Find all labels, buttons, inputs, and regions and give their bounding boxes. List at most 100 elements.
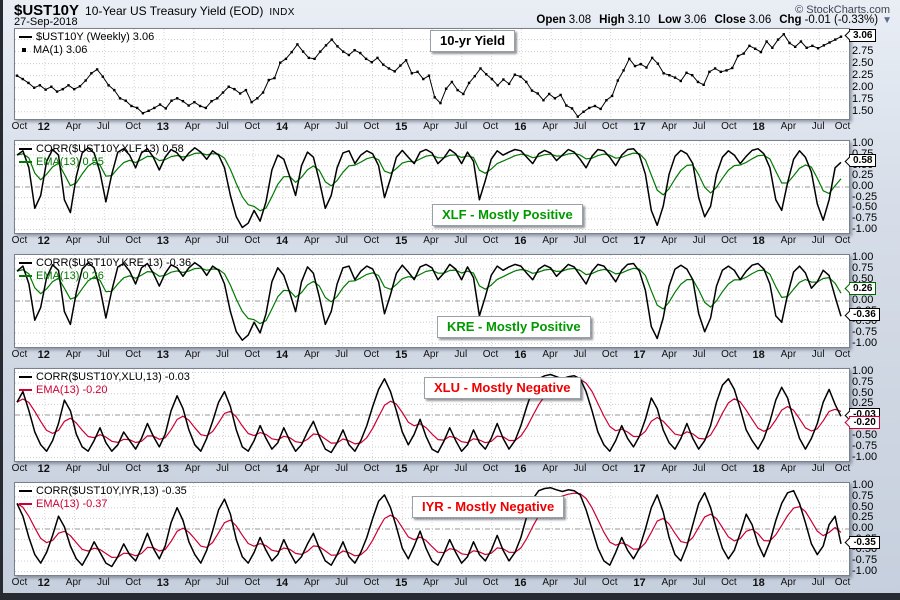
y-axis-label: -0.75: [852, 325, 878, 338]
low-label: Low: [658, 14, 682, 26]
x-axis-tick-label: Apr: [423, 121, 439, 132]
x-axis-tick-label: Apr: [542, 235, 558, 246]
legend-xlf: CORR($UST10Y,XLF,13) 0.58 EMA(13) 0.55: [19, 142, 184, 168]
line-swatch-icon: [19, 489, 32, 492]
bottom-edge-bar: [0, 593, 900, 600]
x-axis-tick-label: Oct: [482, 463, 499, 474]
x-axis-tick-label: 16: [514, 577, 527, 589]
y-axis-label: 0.25: [852, 397, 874, 410]
y-axis-label: 2.75: [852, 44, 874, 57]
legend-item: EMA(13) 0.55: [19, 155, 184, 168]
x-axis-tick-label: Apr: [65, 121, 82, 132]
x-axis-tick-label: 15: [395, 577, 408, 589]
x-axis-tick-label: Jul: [96, 463, 110, 474]
x-axis-tick-label: Jul: [692, 235, 706, 246]
x-axis-tick-label: Oct: [363, 121, 380, 132]
x-axis-tick-label: Jul: [216, 121, 229, 132]
chart-date: 27-Sep-2018: [14, 16, 78, 28]
x-axis-tick-label: Jul: [335, 463, 349, 474]
x-axis-tick-label: Apr: [661, 121, 678, 132]
x-axis-tick-label: Oct: [601, 121, 618, 132]
annotation-kre: KRE - Mostly Positive: [437, 316, 591, 338]
y-axis-label: 1.75: [852, 92, 874, 105]
x-axis-tick-label: Oct: [601, 577, 618, 588]
y-axis-label: 0.75: [852, 376, 874, 389]
x-axis-tick-label: Apr: [184, 235, 201, 246]
x-axis-tick-label: Oct: [11, 235, 28, 246]
x-axis-tick-label: Apr: [542, 121, 558, 132]
quote-bar: Open 3.08 High 3.10 Low 3.06 Close 3.06 Chg -0.01…: [528, 14, 892, 26]
x-axis-tick-label: 12: [37, 121, 50, 133]
y-axis-label: -1.00: [852, 222, 878, 235]
x-axis-tick-label: Apr: [423, 349, 439, 360]
line-swatch-icon: [19, 35, 32, 38]
legend-label: EMA(13) -0.20: [36, 383, 108, 396]
x-axis-tick-label: Jul: [335, 577, 349, 588]
y-axis-label: -1.00: [852, 564, 878, 577]
x-axis-tick-label: Oct: [125, 349, 141, 360]
x-axis-tick-label: 13: [156, 577, 170, 589]
x-axis-tick-label: Oct: [363, 349, 380, 360]
copyright-label: © StockCharts.com: [795, 4, 890, 16]
open-value: 3.08: [568, 14, 592, 26]
y-axis-label: 1.00: [852, 479, 874, 492]
x-axis-tick-label: 15: [395, 121, 408, 133]
x-axis-tick-label: Oct: [721, 349, 737, 360]
x-axis-tick-label: Jul: [454, 235, 468, 246]
legend-item: CORR($UST10Y,KRE,13) -0.36: [19, 256, 191, 269]
chart-header: $UST10Y 10-Year US Treasury Yield (EOD) …: [14, 2, 295, 19]
x-axis-tick-label: Apr: [423, 463, 439, 474]
close-value: 3.06: [748, 14, 772, 26]
chart-canvas-kre: [15, 255, 849, 347]
y-axis-label: 0.00: [852, 522, 874, 534]
high-label: High: [599, 14, 625, 26]
x-axis-tick-label: Jul: [335, 121, 349, 132]
x-axis-tick-label: 15: [395, 463, 408, 475]
x-axis-tick-label: Apr: [423, 235, 439, 246]
open-label: Open: [536, 14, 566, 26]
x-axis-tick-label: 18: [752, 235, 765, 247]
x-axis-tick-label: Jul: [96, 235, 110, 246]
y-axis-label: 2.50: [852, 56, 874, 69]
x-axis-tick-label: Apr: [542, 463, 558, 474]
x-axis-tick-label: Apr: [780, 577, 797, 588]
x-axis-tick-label: Oct: [834, 121, 851, 132]
line-swatch-icon: [19, 147, 32, 150]
x-axis-tick-label: Jul: [454, 349, 468, 360]
x-axis-tick-label: 12: [37, 463, 50, 475]
y-axis-label: -1.00: [852, 336, 878, 349]
x-axis-tick-label: Apr: [304, 121, 320, 132]
x-axis-tick-label: 14: [275, 121, 289, 133]
y-axis-label: -0.75: [852, 553, 878, 566]
x-axis-tick-label: 13: [156, 349, 170, 361]
value-box: 3.06: [844, 28, 877, 42]
value-box: -0.20: [844, 415, 880, 429]
y-axis-label: 0.00: [852, 180, 874, 192]
x-axis-tick-label: Oct: [834, 235, 851, 246]
x-axis-tick-label: Apr: [661, 349, 678, 360]
legend-label: $UST10Y (Weekly) 3.06: [36, 30, 155, 43]
legend-label: CORR($UST10Y,KRE,13) -0.36: [36, 256, 192, 269]
x-axis-tick-label: Jul: [692, 121, 706, 132]
x-axis-tick-label: Apr: [304, 349, 320, 360]
x-axis-tick-label: Oct: [834, 349, 851, 360]
line-swatch-icon: [19, 388, 32, 391]
x-axis-tick-label: Jul: [216, 235, 229, 246]
annotation-yield: 10-yr Yield: [430, 30, 516, 52]
x-axis-tick-label: Oct: [125, 121, 141, 132]
legend-item: CORR($UST10Y,XLF,13) 0.58: [19, 142, 184, 155]
x-axis-tick-label: Apr: [184, 463, 201, 474]
x-axis-tick-label: Jul: [811, 121, 825, 132]
x-axis-tick-label: Jul: [96, 577, 110, 588]
x-axis-tick-label: Oct: [244, 121, 261, 132]
x-axis-tick-label: Jul: [216, 577, 229, 588]
y-axis-label: -0.75: [852, 211, 878, 224]
x-axis-tick-label: 12: [37, 349, 50, 361]
x-axis-tick-label: 13: [156, 121, 170, 133]
legend-item: EMA(13) 0.26: [19, 269, 191, 282]
quote-dropdown-icon[interactable]: ▼: [882, 15, 892, 26]
x-axis-tick-label: 15: [395, 235, 408, 247]
x-axis-tick-label: Jul: [96, 349, 110, 360]
x-axis-tick-label: 15: [395, 349, 408, 361]
x-axis-tick-label: Oct: [363, 463, 380, 474]
